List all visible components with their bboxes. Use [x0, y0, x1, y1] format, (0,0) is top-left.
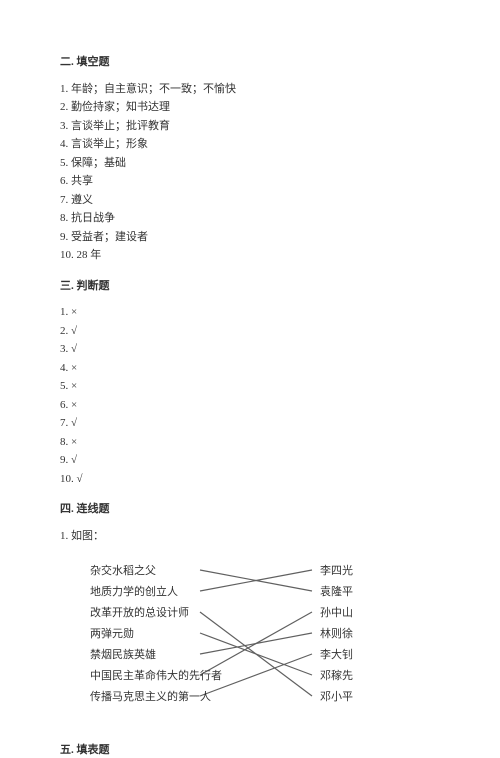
- section-match-title: 四. 连线题: [60, 501, 440, 518]
- fill-item: 10. 28 年: [60, 247, 440, 264]
- judge-item: 2. √: [60, 323, 440, 340]
- match-chart: 杂交水稻之父地质力学的创立人改革开放的总设计师两弹元勋禁烟民族英雄中国民主革命伟…: [60, 552, 440, 728]
- judge-list: 1. × 2. √ 3. √ 4. × 5. × 6. × 7. √ 8. × …: [60, 304, 440, 487]
- svg-text:林则徐: 林则徐: [320, 626, 353, 640]
- judge-item: 3. √: [60, 341, 440, 358]
- judge-item: 5. ×: [60, 378, 440, 395]
- svg-text:传播马克思主义的第一人: 传播马克思主义的第一人: [90, 689, 211, 703]
- fill-item: 4. 言谈举止；形象: [60, 136, 440, 153]
- svg-text:李四光: 李四光: [320, 563, 353, 577]
- fill-item: 1. 年龄；自主意识；不一致；不愉快: [60, 81, 440, 98]
- judge-item: 4. ×: [60, 360, 440, 377]
- judge-item: 8. ×: [60, 434, 440, 451]
- section-judge-title: 三. 判断题: [60, 278, 440, 295]
- svg-text:邓稼先: 邓稼先: [320, 668, 353, 682]
- fill-item: 8. 抗日战争: [60, 210, 440, 227]
- fill-item: 6. 共享: [60, 173, 440, 190]
- svg-text:孙中山: 孙中山: [320, 606, 353, 619]
- fill-list: 1. 年龄；自主意识；不一致；不愉快 2. 勤俭持家；知书达理 3. 言谈举止；…: [60, 81, 440, 264]
- fill-item: 2. 勤俭持家；知书达理: [60, 99, 440, 116]
- fill-item: 7. 遵义: [60, 192, 440, 209]
- svg-text:袁隆平: 袁隆平: [320, 584, 353, 598]
- svg-text:邓小平: 邓小平: [320, 690, 353, 703]
- judge-item: 6. ×: [60, 397, 440, 414]
- judge-item: 9. √: [60, 452, 440, 469]
- svg-text:改革开放的总设计师: 改革开放的总设计师: [90, 605, 189, 619]
- section-fill-title: 二. 填空题: [60, 54, 440, 71]
- svg-text:禁烟民族英雄: 禁烟民族英雄: [90, 647, 156, 661]
- fill-item: 9. 受益者；建设者: [60, 229, 440, 246]
- fill-item: 3. 言谈举止；批评教育: [60, 118, 440, 135]
- svg-text:地质力学的创立人: 地质力学的创立人: [90, 584, 178, 598]
- judge-item: 10. √: [60, 471, 440, 488]
- section-table-title: 五. 填表题: [60, 742, 440, 758]
- match-intro: 1. 如图：: [60, 528, 440, 545]
- judge-item: 7. √: [60, 415, 440, 432]
- judge-item: 1. ×: [60, 304, 440, 321]
- svg-text:两弹元勋: 两弹元勋: [90, 626, 134, 640]
- svg-text:李大钊: 李大钊: [320, 647, 353, 661]
- fill-item: 5. 保障；基础: [60, 155, 440, 172]
- svg-text:杂交水稻之父: 杂交水稻之父: [90, 563, 156, 577]
- svg-text:中国民主革命伟大的先行者: 中国民主革命伟大的先行者: [90, 668, 222, 682]
- match-svg: 杂交水稻之父地质力学的创立人改革开放的总设计师两弹元勋禁烟民族英雄中国民主革命伟…: [60, 552, 420, 722]
